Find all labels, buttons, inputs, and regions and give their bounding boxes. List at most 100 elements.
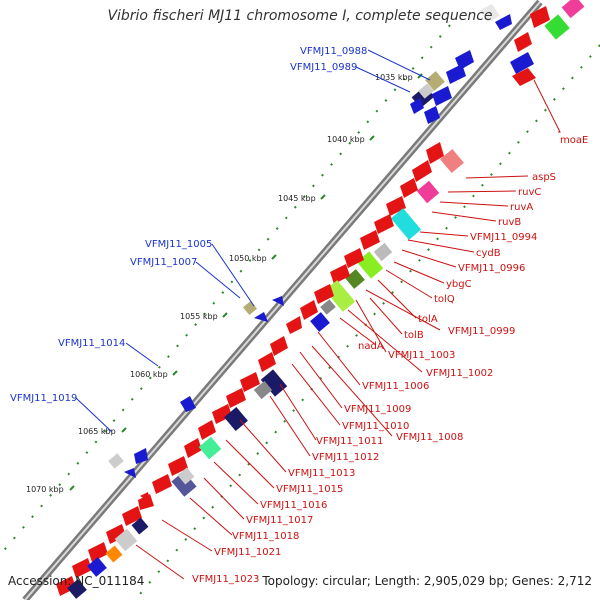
gene-arrow — [432, 86, 452, 106]
gene-block — [418, 83, 434, 99]
gene-arrow — [138, 494, 154, 510]
gene-label: VFMJ11_1017 — [246, 515, 313, 526]
gene-label: VFMJ11_1015 — [276, 484, 343, 495]
gene-arrow — [122, 506, 142, 526]
gene-arrow — [300, 300, 318, 320]
gene-arrow — [530, 6, 550, 28]
gene-label: ruvB — [498, 217, 521, 228]
gene-arrow — [510, 52, 534, 74]
tick-labels: 1035 kbp 1040 kbp 1045 kbp 1050 kbp 1055… — [26, 73, 413, 494]
gene-arrow — [455, 50, 474, 70]
gene-label: ruvA — [510, 202, 533, 213]
gene-label: VFMJ11_1012 — [312, 452, 379, 463]
gene-arrow — [330, 264, 350, 284]
gene-arrow — [446, 64, 466, 84]
tick-label: 1040 kbp — [327, 135, 365, 144]
gene-arrow — [410, 98, 424, 114]
gene-label: VFMJ11_1007 — [130, 257, 197, 268]
gene-arrow — [88, 542, 108, 562]
dotted-guides — [0, 24, 600, 600]
gene-block — [105, 545, 123, 563]
tick-marks — [69, 73, 423, 491]
gene-arrow — [344, 248, 364, 268]
gene-arrow — [240, 372, 260, 392]
gene-arrow — [272, 296, 284, 306]
gene-label: VFMJ11_1008 — [396, 432, 463, 443]
gene-arrow — [198, 420, 216, 440]
gene-arrow — [386, 196, 406, 216]
gene-label: VFMJ11_1016 — [260, 500, 327, 511]
gene-arrow — [360, 230, 380, 250]
gene-label: tolQ — [434, 294, 455, 305]
tick-label: 1065 kbp — [78, 427, 116, 436]
gene-label: VFMJ11_0989 — [290, 62, 357, 73]
gene-arrow — [514, 32, 532, 52]
gene-block — [87, 557, 107, 577]
gene-label: VFMJ11_1005 — [145, 239, 212, 250]
gene-arrow — [106, 524, 126, 544]
gene-label: VFMJ11_1002 — [426, 368, 493, 379]
gene-block — [416, 180, 440, 204]
gene-arrow — [314, 284, 334, 304]
gene-block — [67, 579, 87, 599]
gene-block — [260, 369, 288, 397]
gene-block — [108, 453, 124, 469]
gene-block — [373, 242, 393, 262]
gene-arrow — [412, 160, 432, 182]
tick-label: 1050 kbp — [229, 254, 267, 263]
gene-label: VFMJ11_1014 — [58, 338, 125, 349]
gene-block — [131, 517, 149, 535]
gene-block — [324, 280, 356, 312]
gene-arrow — [134, 448, 148, 464]
tick-label: 1035 kbp — [375, 73, 413, 82]
gene-block — [310, 312, 330, 332]
right-leader-lines — [135, 79, 561, 580]
gene-arrow — [168, 456, 188, 476]
left-leader-lines — [75, 49, 431, 433]
gene-arrow — [480, 4, 500, 22]
accession-text: Accession: NC_011184 — [8, 574, 145, 588]
gene-block — [544, 14, 570, 40]
gene-label: tolB — [404, 330, 424, 341]
gene-arrow — [424, 106, 440, 124]
gene-block — [242, 300, 258, 316]
gene-block — [440, 148, 464, 174]
gene-label: VFMJ11_1018 — [232, 531, 299, 542]
gene-label: moaE — [560, 135, 588, 146]
gene-label: cydB — [476, 248, 501, 259]
gene-label: VFMJ11_1006 — [362, 381, 429, 392]
right-gene-labels: moaE aspS ruvC ruvA ruvB VFMJ11_0994 cyd… — [192, 135, 588, 585]
gene-arrow — [426, 142, 444, 164]
gene-arrow — [400, 178, 418, 198]
map-title: Vibrio fischeri MJ11 chromosome I, compl… — [107, 8, 493, 24]
gene-block — [320, 299, 336, 315]
gene-label: VFMJ11_0996 — [458, 263, 525, 274]
gene-arrow — [258, 352, 276, 372]
gene-block — [177, 467, 195, 485]
gene-arrow — [374, 214, 394, 234]
gene-label: VFMJ11_1021 — [214, 547, 281, 558]
tick-label: 1070 kbp — [26, 485, 64, 494]
reverse-strand-genes — [108, 4, 512, 502]
gene-label: VFMJ11_1010 — [342, 421, 409, 432]
forward-strand-genes — [56, 0, 585, 599]
gene-block — [425, 71, 445, 91]
gene-arrow — [152, 474, 172, 494]
gene-arrow — [180, 396, 196, 412]
tick-label: 1045 kbp — [278, 194, 316, 203]
gene-block — [114, 528, 138, 552]
gene-block — [345, 269, 365, 289]
gene-label: VFMJ11_0988 — [300, 46, 367, 57]
gene-label: VFMJ11_1003 — [388, 350, 455, 361]
gene-arrow — [212, 404, 232, 424]
gene-arrow — [56, 576, 76, 596]
gene-arrow — [495, 14, 512, 30]
gene-arrow — [124, 468, 136, 478]
gene-block — [171, 471, 197, 497]
gene-label: nadA — [358, 341, 384, 352]
gene-label: VFMJ11_0999 — [448, 326, 515, 337]
gene-label: VFMJ11_1023 — [192, 574, 259, 585]
tick-label: 1060 kbp — [130, 370, 168, 379]
gene-label: aspS — [532, 172, 556, 183]
left-gene-labels: VFMJ11_0988 VFMJ11_0989 VFMJ11_1005 VFMJ… — [10, 46, 367, 404]
